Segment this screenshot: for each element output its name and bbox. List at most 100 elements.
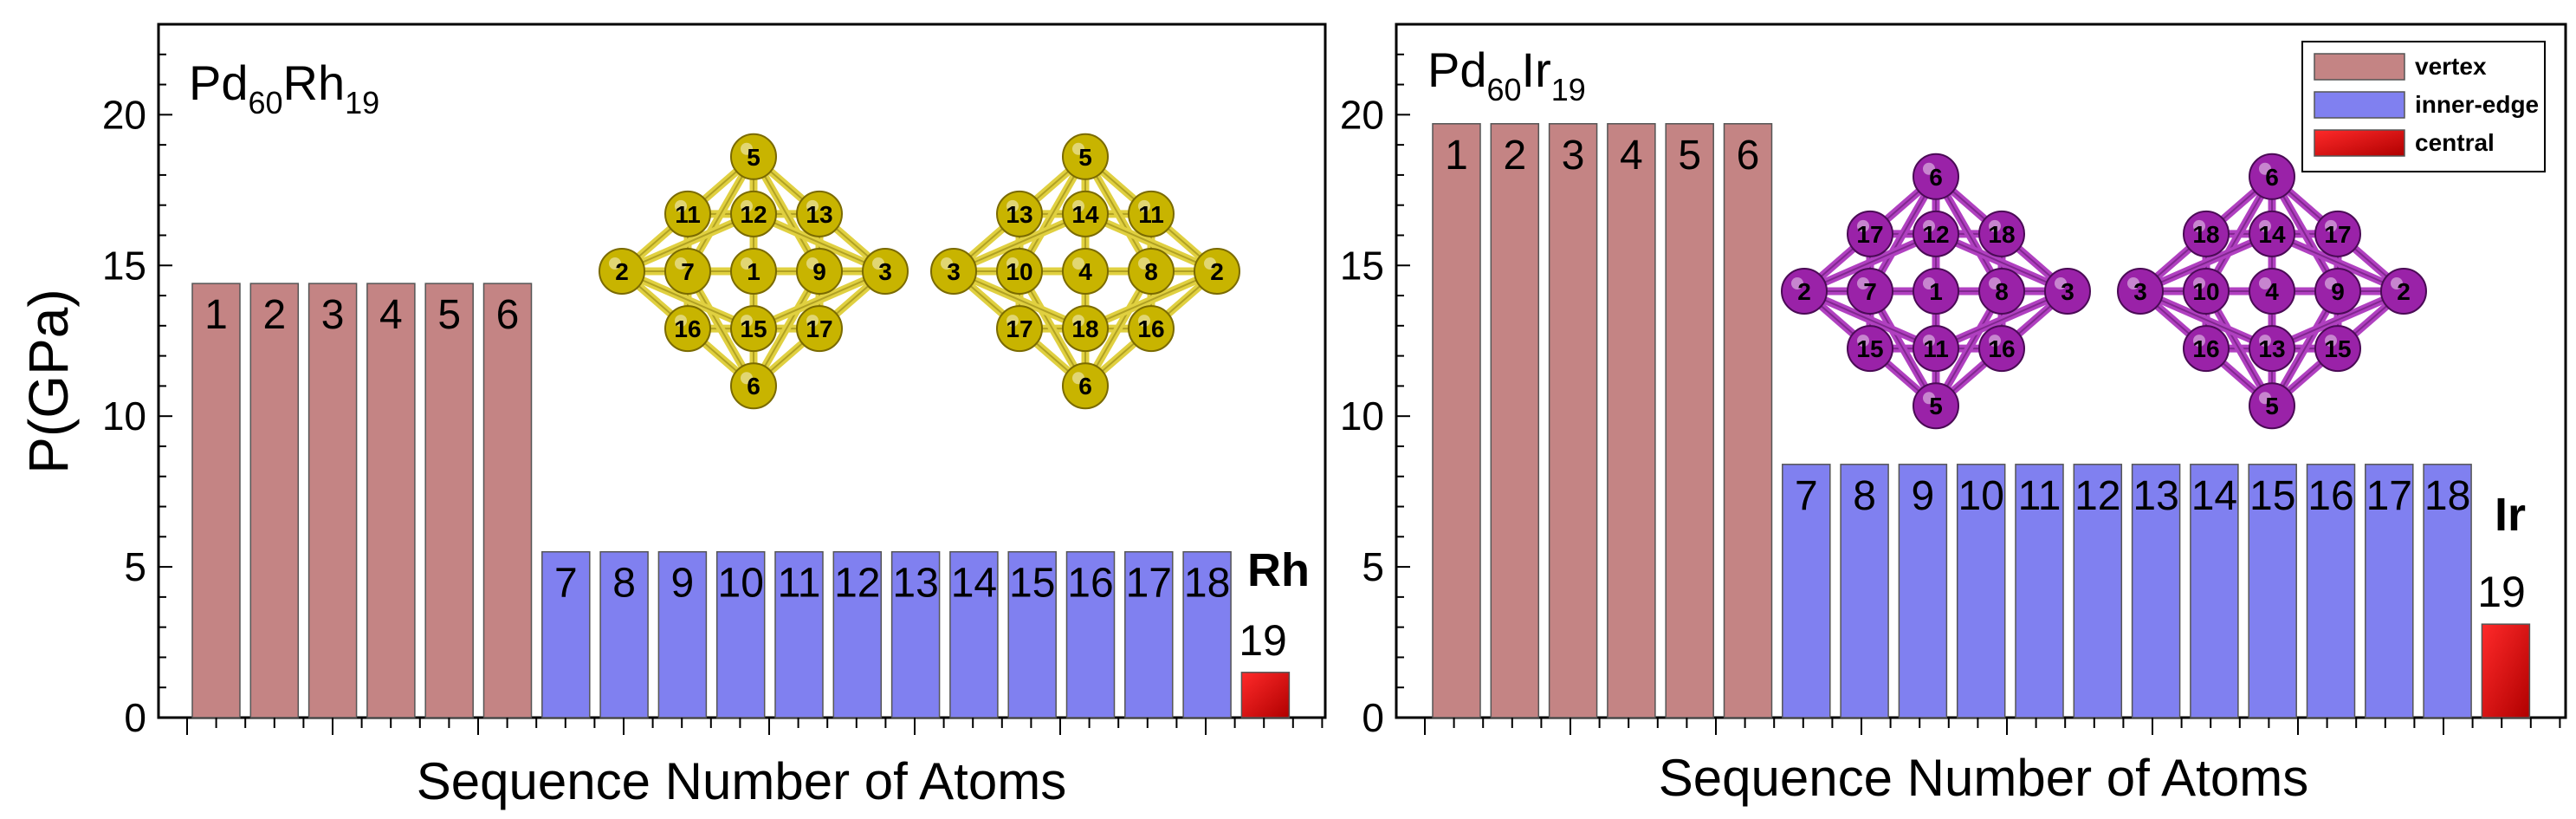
atom-label: 17	[1856, 221, 1883, 248]
atom-label: 5	[1078, 144, 1092, 171]
bar-label: 15	[1009, 561, 1055, 607]
atom-label: 8	[1144, 258, 1158, 285]
atom-label: 7	[1863, 278, 1877, 305]
atom	[1847, 325, 1893, 373]
bar-1	[191, 283, 241, 718]
atom-label: 7	[681, 258, 695, 285]
bond-outline	[2139, 232, 2273, 292]
bar-7	[541, 550, 591, 718]
bar-label: 14	[2191, 473, 2237, 519]
bar-8	[1840, 464, 1889, 718]
bond-outline	[621, 212, 754, 272]
atom-label: 2	[1797, 278, 1811, 305]
atom-highlight	[741, 142, 753, 155]
atom-highlight	[741, 372, 753, 385]
atom-highlight	[1072, 142, 1084, 155]
atom-highlight	[741, 257, 753, 270]
bar-14	[2190, 464, 2239, 718]
bar-group: 1 2 3 4 5 67 8 9 10 11 12 13 14 15 16 17 18	[1432, 123, 2531, 718]
bar-label: 11	[778, 561, 821, 607]
bar-3	[307, 283, 358, 718]
atom-highlight	[1923, 335, 1935, 348]
atom-label: 5	[2265, 393, 2279, 419]
bar-central	[1240, 672, 1291, 718]
y-axis: 0 5 10 15 20	[1340, 23, 1410, 740]
atom-highlight	[872, 257, 884, 270]
atom-highlight	[1072, 199, 1084, 212]
atom-label: 10	[2192, 278, 2219, 305]
bar-group: 1 2 3 4 5 67 8 9 10 11 12 13 14 15 16 17 18	[191, 283, 1291, 718]
atom-label: 16	[674, 315, 701, 342]
bond	[1932, 230, 2072, 296]
atom	[2314, 210, 2361, 257]
atom-highlight	[1138, 315, 1150, 328]
bar-label: 17	[2366, 473, 2412, 519]
atom-label: 2	[2397, 278, 2411, 305]
bar-label: 2	[262, 292, 286, 338]
atom-label: 16	[2192, 335, 2219, 362]
atom-highlight	[2055, 277, 2067, 289]
x-axis	[1424, 718, 2561, 735]
atom-label: 13	[1006, 201, 1032, 228]
bar-14	[949, 550, 999, 718]
cluster-image-left: 617 12 182 7 1 8 315 11 165	[1781, 153, 2091, 430]
atom-label: 16	[1137, 315, 1164, 342]
bar-label: 9	[1912, 473, 1935, 519]
atom-highlight	[741, 315, 753, 328]
bar-2	[249, 283, 300, 718]
panel-rh: Pd60Rh19 Sequence Number of Atoms P(GPa)…	[17, 23, 1327, 810]
bar-5	[1665, 123, 1714, 718]
y-axis-label: P(GPa)	[17, 289, 80, 473]
element-label: Ir	[2495, 489, 2526, 541]
bar-label: 16	[2307, 473, 2353, 519]
panel-title: Pd60Ir19	[1427, 42, 1586, 107]
bond-outline	[1084, 270, 1218, 330]
bar-label: 1	[1445, 133, 1468, 179]
bar-label: 3	[321, 292, 345, 338]
bar-9	[1898, 464, 1948, 718]
atom-label: 2	[615, 258, 629, 285]
atom	[2314, 325, 2361, 373]
atom-highlight	[2259, 392, 2271, 405]
y-tick-label: 0	[124, 695, 146, 740]
central-bar-label: 19	[1239, 616, 1287, 665]
atom-label: 4	[1078, 258, 1092, 285]
bar-13	[2131, 464, 2181, 718]
x-axis-label: Sequence Number of Atoms	[1659, 749, 2308, 807]
atom	[1062, 248, 1109, 295]
atom	[996, 305, 1043, 353]
bar-15	[2248, 464, 2297, 718]
atom	[2380, 268, 2427, 315]
bond	[2268, 230, 2408, 296]
atom	[1847, 210, 1893, 257]
bar-15	[1007, 550, 1057, 718]
atom	[1913, 210, 1959, 257]
atom-highlight	[1857, 277, 1869, 289]
bar-5	[424, 283, 474, 718]
bond-outline	[953, 270, 1086, 330]
atom	[1062, 362, 1109, 410]
atom-highlight	[1923, 277, 1935, 289]
atom	[1781, 268, 1828, 315]
bar-label: 9	[671, 561, 695, 607]
atom-label: 6	[1078, 373, 1092, 400]
atom	[730, 133, 777, 180]
atom	[1128, 248, 1175, 295]
bar-label: 13	[2133, 473, 2178, 519]
bar-label: 10	[718, 561, 764, 607]
atom	[2249, 153, 2295, 200]
bond-outline	[2139, 290, 2273, 350]
bond	[1800, 230, 1940, 296]
atom-label: 2	[1210, 258, 1224, 285]
atom-highlight	[1006, 315, 1019, 328]
atom	[1913, 325, 1959, 373]
atom	[1978, 325, 2025, 373]
atom	[1062, 190, 1109, 237]
bond	[749, 267, 890, 333]
atom-label: 18	[1071, 315, 1098, 342]
cluster-image-right: 6 18 14 17 3 10 4 9 2 16 13 15 5	[2117, 153, 2427, 430]
atom	[1062, 305, 1109, 353]
atom-label: 9	[812, 258, 826, 285]
bond	[1081, 267, 1221, 333]
bond	[1800, 287, 1940, 353]
